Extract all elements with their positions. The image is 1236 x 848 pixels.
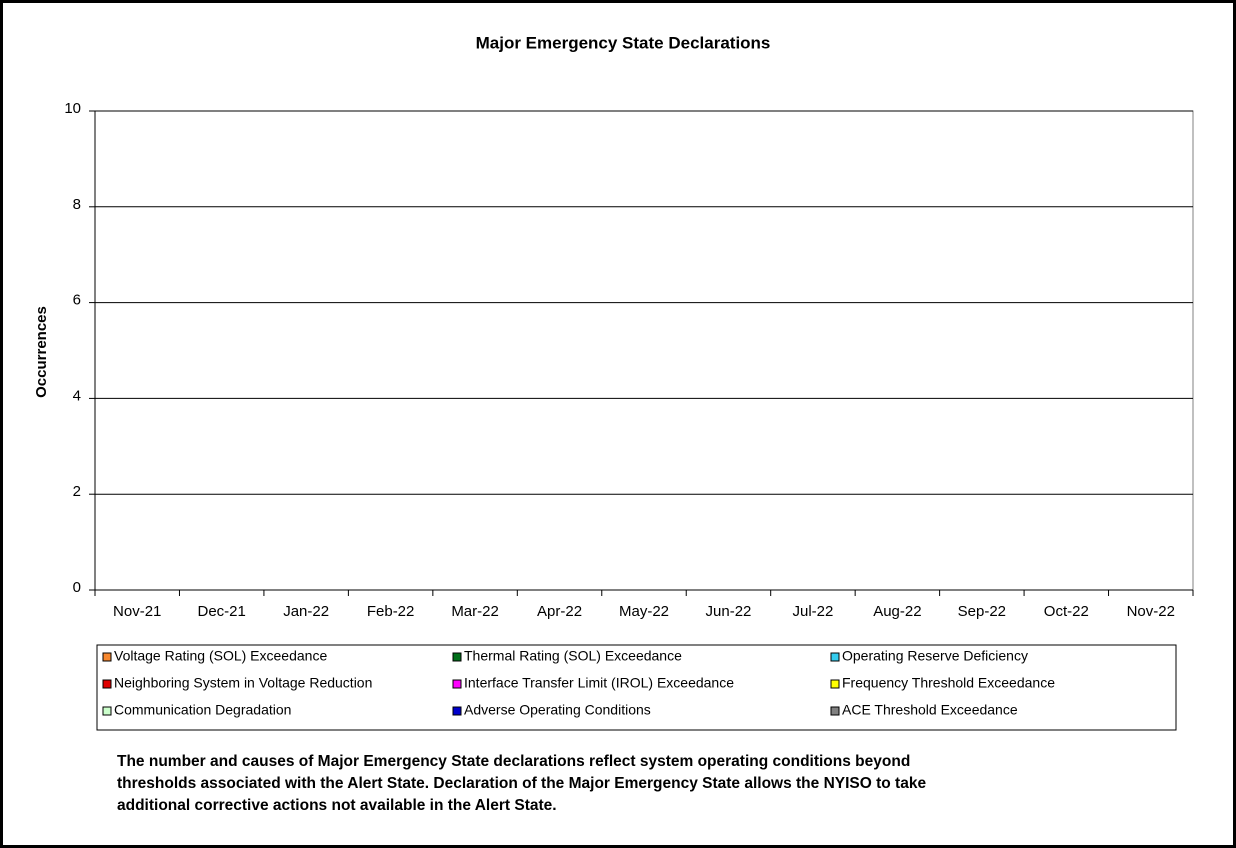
x-tick-label: Jul-22: [792, 603, 833, 620]
x-tick-label: Feb-22: [367, 603, 415, 620]
legend-swatch: [452, 706, 462, 716]
y-tick-label: 2: [73, 483, 81, 500]
legend-label: ACE Threshold Exceedance: [842, 702, 1018, 718]
legend-label: Thermal Rating (SOL) Exceedance: [464, 648, 682, 664]
y-tick-label: 6: [73, 292, 81, 309]
y-tick-label: 4: [73, 387, 81, 404]
legend-label: Operating Reserve Deficiency: [842, 648, 1028, 664]
legend-label: Communication Degradation: [114, 702, 291, 718]
x-tick-label: Apr-22: [537, 603, 582, 620]
x-tick-label: Jun-22: [706, 603, 752, 620]
note-line: The number and causes of Major Emergency…: [117, 753, 910, 770]
legend-swatch: [830, 679, 840, 689]
x-tick-label: Jan-22: [283, 603, 329, 620]
legend-swatch: [452, 679, 462, 689]
note-line: thresholds associated with the Alert Sta…: [117, 775, 926, 792]
plot-area: [94, 110, 1194, 591]
note-line: additional corrective actions not availa…: [117, 797, 557, 814]
y-tick-label: 10: [64, 100, 81, 117]
x-tick-label: Aug-22: [873, 603, 921, 620]
legend-swatch: [830, 706, 840, 716]
x-tick-label: Nov-21: [113, 603, 161, 620]
y-axis-label: Occurrences: [33, 306, 50, 398]
legend-label: Interface Transfer Limit (IROL) Exceedan…: [464, 675, 734, 691]
x-tick-label: Sep-22: [958, 603, 1006, 620]
x-tick-label: Dec-21: [198, 603, 246, 620]
legend-box: [96, 644, 1177, 731]
x-tick-label: Mar-22: [451, 603, 499, 620]
y-tick-label: 0: [73, 579, 81, 596]
x-tick-label: Oct-22: [1044, 603, 1089, 620]
legend-swatch: [830, 652, 840, 662]
x-tick-label: May-22: [619, 603, 669, 620]
legend-label: Adverse Operating Conditions: [464, 702, 651, 718]
legend-label: Voltage Rating (SOL) Exceedance: [114, 648, 327, 664]
legend-swatch: [102, 652, 112, 662]
legend-swatch: [102, 679, 112, 689]
legend-swatch: [102, 706, 112, 716]
legend-label: Frequency Threshold Exceedance: [842, 675, 1055, 691]
x-tick-label: Nov-22: [1127, 603, 1175, 620]
legend-label: Neighboring System in Voltage Reduction: [114, 675, 372, 691]
y-tick-label: 8: [73, 196, 81, 213]
legend-swatch: [452, 652, 462, 662]
chart-title: Major Emergency State Declarations: [476, 33, 771, 52]
